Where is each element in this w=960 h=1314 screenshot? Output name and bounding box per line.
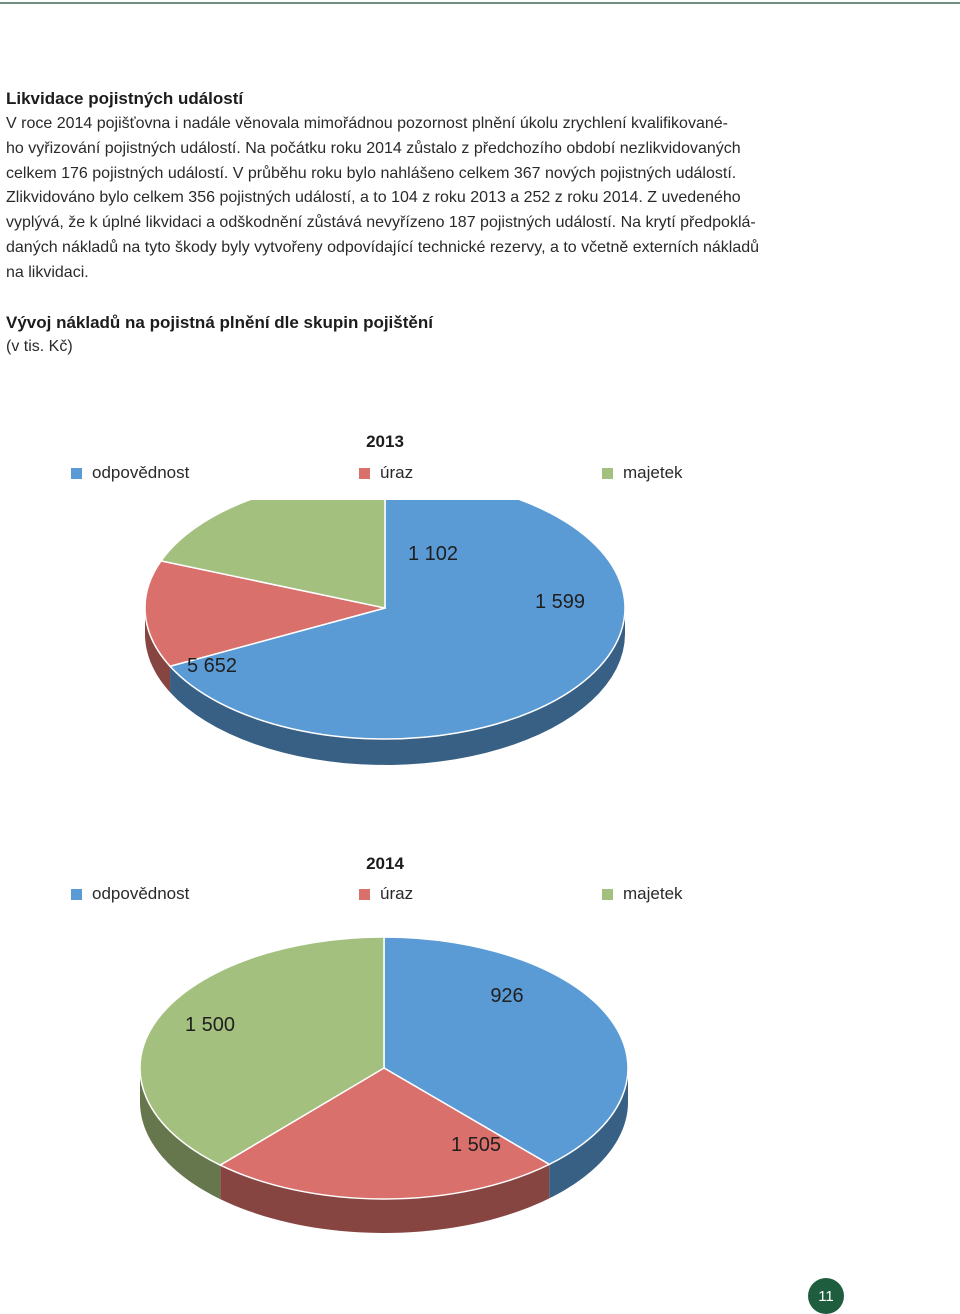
pie-side-odpovednost (170, 608, 626, 765)
data-label-majetek: 1 599 (535, 591, 585, 613)
legend-swatch-majetek (602, 467, 613, 479)
pie-side-odpovednost (549, 1068, 628, 1199)
pie-side-walls (140, 1068, 628, 1233)
data-label-uraz: 1 102 (408, 543, 458, 565)
paragraph-line: daných nákladů na tyto škody byly vytvoř… (6, 238, 760, 256)
page-number-badge: 11 (808, 1278, 844, 1314)
legend-swatch-uraz (359, 467, 370, 479)
top-rule (0, 2, 960, 4)
pie-slice-majetek (139, 936, 385, 1166)
legend-label: majetek (623, 884, 683, 903)
legend-item-odpovednost: odpovědnost (71, 463, 189, 483)
legend-label: majetek (623, 463, 683, 482)
paragraph-line: vyplývá, že k úplné likvidaci a odškodně… (6, 214, 756, 232)
paragraph-line: V roce 2014 pojišťovna i nadále věnovala… (6, 115, 728, 132)
data-label-odpovednost: 1 500 (185, 1014, 235, 1036)
pie-slice-odpovednost (168, 500, 626, 740)
paragraph-line: ho vyřizování pojistných událostí. Na po… (6, 139, 741, 157)
pie-chart-2013: 5 652 1 102 1 599 (144, 500, 626, 765)
data-label-majetek: 1 505 (451, 1134, 501, 1156)
pie-slice-majetek (159, 500, 386, 609)
pie-side-uraz (220, 1164, 550, 1233)
pie-slice-uraz (144, 560, 386, 668)
paragraph-line: Zlikvidováno bylo celkem 356 pojistných … (6, 189, 741, 207)
pie-slice-uraz (218, 1067, 551, 1200)
legend-item-uraz: úraz (359, 463, 413, 483)
legend-label: odpovědnost (92, 463, 190, 482)
legend-item-majetek: majetek (602, 463, 683, 483)
legend-label: odpovědnost (92, 884, 190, 903)
chart-title-2013: 2013 (366, 432, 404, 451)
legend-swatch-odpovednost (71, 888, 82, 900)
legend-item-majetek: majetek (602, 884, 683, 904)
unit-note: (v tis. Kč) (6, 338, 73, 355)
data-label-uraz: 926 (490, 985, 523, 1007)
paragraph-line: celkem 176 pojistných událostí. V průběh… (6, 164, 737, 182)
legend-item-uraz: úraz (359, 884, 413, 904)
paragraph-line: na likvidaci. (6, 263, 89, 281)
legend-label: úraz (380, 884, 414, 903)
legend-item-odpovednost: odpovědnost (71, 884, 189, 904)
data-label-odpovednost: 5 652 (187, 655, 237, 677)
pie-chart-2014: 1 500 926 1 505 (139, 936, 629, 1233)
chart-title-2014: 2014 (366, 854, 404, 873)
legend-swatch-uraz (359, 888, 370, 900)
pie-side-majetek (140, 1068, 221, 1200)
claims-settlement-paragraph: V roce 2014 pojišťovna i nadále věnovala… (6, 112, 776, 286)
legend-swatch-odpovednost (71, 467, 82, 479)
pie-slice-odpovednost (383, 936, 629, 1166)
legend-label: úraz (380, 463, 414, 482)
legend-swatch-majetek (602, 888, 613, 900)
section-heading-claims-costs: Vývoj nákladů na pojistná plnění dle sku… (6, 313, 433, 332)
section-heading-claims-settlement: Likvidace pojistných událostí (6, 89, 244, 108)
